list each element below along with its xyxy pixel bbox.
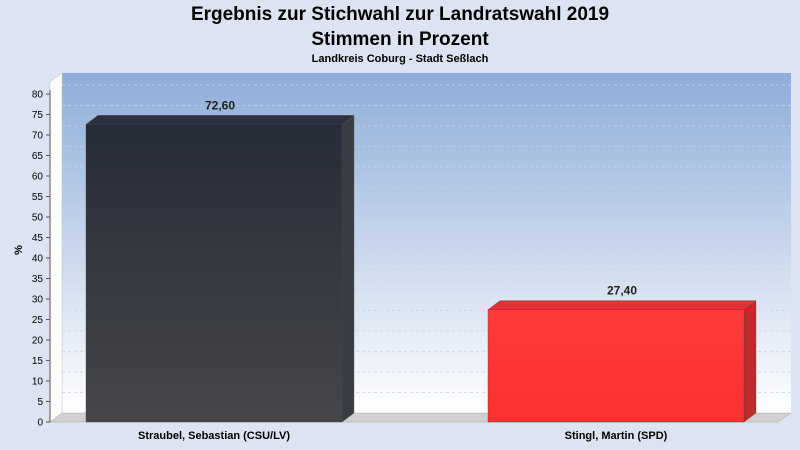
bar <box>85 124 343 423</box>
bar <box>487 309 745 423</box>
x-category-label: Stingl, Martin (SPD) <box>565 430 668 442</box>
y-tick-label: 15 <box>32 356 44 367</box>
y-tick-label: 0 <box>37 418 43 429</box>
y-tick-label: 70 <box>32 131 44 142</box>
chart-subtitle: Landkreis Coburg - Stadt Seßlach <box>311 53 489 65</box>
chart-title-line2: Stimmen in Prozent <box>311 29 489 50</box>
y-tick-label: 55 <box>32 192 44 203</box>
y-tick-label: 25 <box>32 315 44 326</box>
bar-side <box>341 114 355 423</box>
bar-top <box>487 300 757 310</box>
x-category-label: Straubel, Sebastian (CSU/LV) <box>138 430 290 442</box>
bar-side <box>743 300 757 423</box>
y-tick-label: 40 <box>32 254 44 265</box>
bar-value-label: 72,60 <box>205 98 235 112</box>
bar-top <box>85 115 355 125</box>
y-tick-label: 35 <box>32 274 44 285</box>
y-tick-label: 10 <box>32 377 44 388</box>
y-tick-label: 80 <box>32 90 44 101</box>
chart-title: Ergebnis zur Stichwahl zur Landratswahl … <box>190 4 610 25</box>
plot-left-wall <box>49 72 63 423</box>
y-tick-label: 65 <box>32 151 44 162</box>
y-tick-label: 50 <box>32 213 44 224</box>
y-tick-label: 30 <box>32 295 44 306</box>
y-tick-label: 5 <box>37 397 43 408</box>
y-axis-label: % <box>13 245 25 255</box>
bar-value-label: 27,40 <box>607 284 637 298</box>
y-tick-label: 45 <box>32 233 44 244</box>
y-tick-label: 60 <box>32 172 44 183</box>
y-tick-label: 75 <box>32 110 44 121</box>
y-tick-label: 20 <box>32 336 44 347</box>
